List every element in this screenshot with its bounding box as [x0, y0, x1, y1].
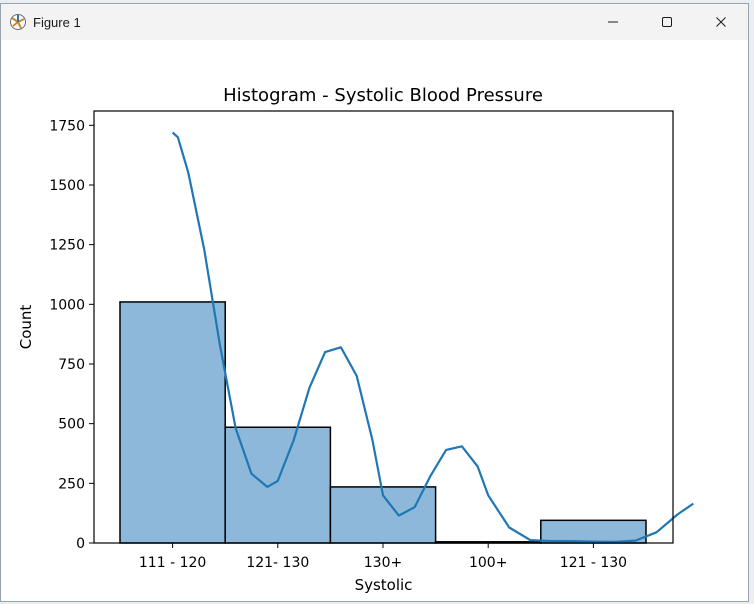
- x-tick-label: 121 - 130: [560, 555, 627, 571]
- title-bar[interactable]: Figure 1: [1, 4, 748, 40]
- histogram-chart: Histogram - Systolic Blood Pressure 0 250…: [17, 85, 694, 594]
- y-axis: 0 250 500 750 1000 1250 1500 1750: [49, 118, 94, 552]
- matplotlib-figure-icon: [8, 12, 28, 32]
- x-tick-label: 111 - 120: [139, 555, 206, 571]
- x-axis-label: Systolic: [355, 576, 413, 594]
- y-tick-label: 1000: [49, 297, 85, 313]
- x-axis: 111 - 120 121- 130 130+ 100+ 121 - 130: [139, 543, 627, 571]
- window-title: Figure 1: [33, 14, 81, 30]
- x-tick-label: 121- 130: [246, 555, 309, 571]
- kde-curve: [171, 131, 694, 543]
- maximize-button[interactable]: [640, 4, 694, 40]
- x-tick-label: 100+: [469, 555, 507, 571]
- y-tick-label: 1250: [49, 238, 85, 254]
- y-tick-label: 250: [58, 476, 85, 492]
- minimize-icon: [608, 21, 618, 23]
- y-tick-label: 1500: [49, 178, 85, 194]
- y-axis-label: Count: [17, 305, 35, 350]
- minimize-button[interactable]: [586, 4, 640, 40]
- chart-title: Histogram - Systolic Blood Pressure: [223, 85, 543, 106]
- figure-canvas: Histogram - Systolic Blood Pressure 0 250…: [1, 40, 748, 601]
- y-tick-label: 0: [76, 536, 85, 552]
- close-icon: [716, 17, 726, 27]
- bars-group: [119, 301, 647, 544]
- y-tick-label: 1750: [49, 118, 85, 134]
- figure-window: Figure 1 Histogram - Systolic Blood Pres…: [0, 3, 749, 602]
- window-controls: [586, 4, 748, 40]
- x-tick-label: 130+: [364, 555, 402, 571]
- close-button[interactable]: [694, 4, 748, 40]
- y-tick-label: 750: [58, 357, 85, 373]
- histogram-bar: [119, 301, 226, 544]
- maximize-icon: [662, 17, 672, 27]
- y-tick-label: 500: [58, 417, 85, 433]
- histogram-bar: [540, 519, 647, 544]
